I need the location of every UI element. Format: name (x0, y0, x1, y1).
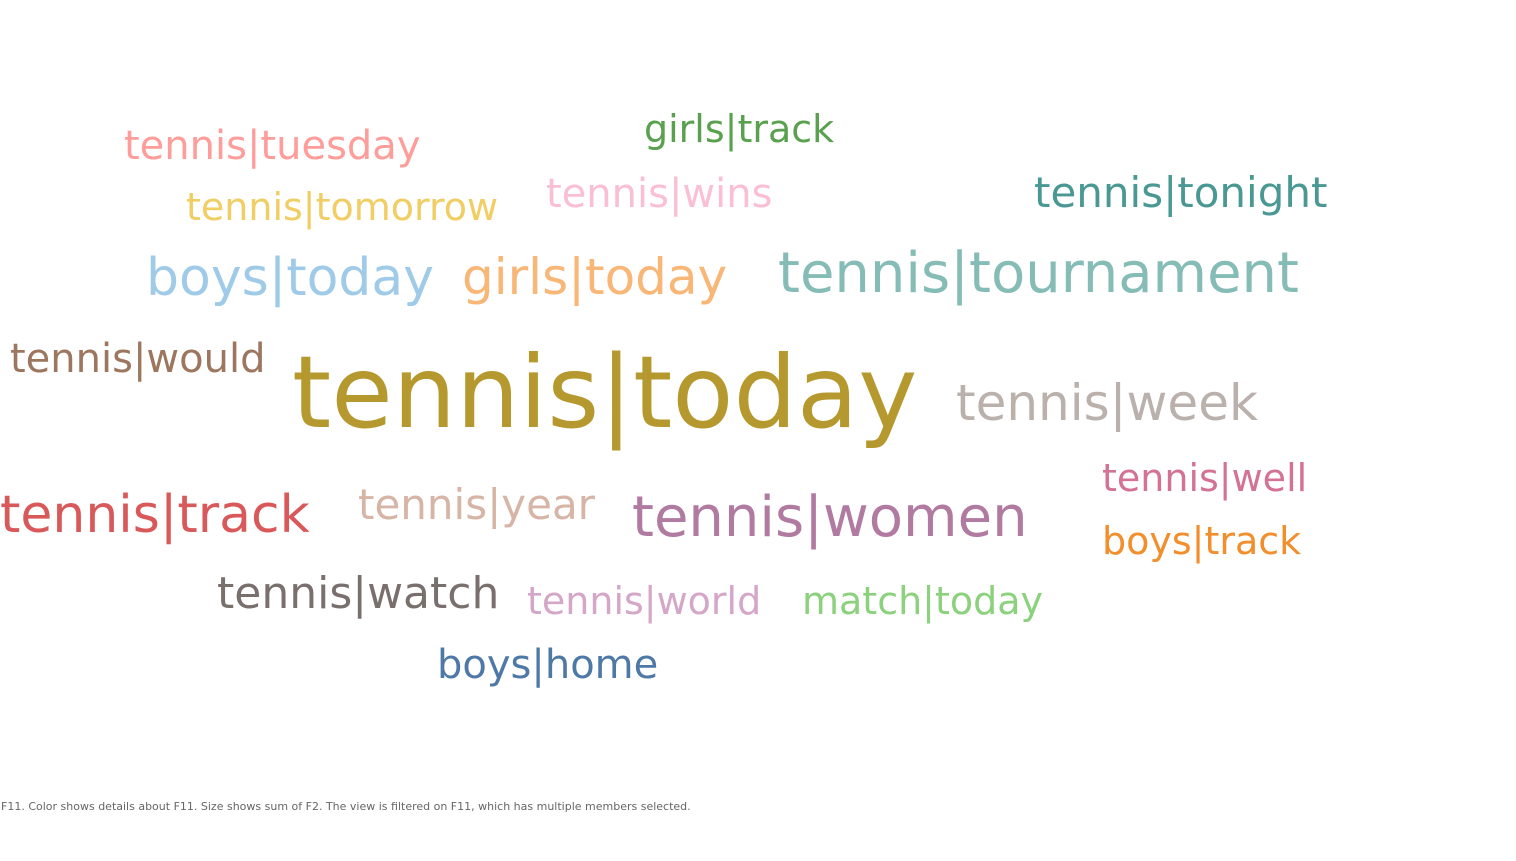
word-tennis-tomorrow[interactable]: tennis|tomorrow (186, 185, 499, 229)
word-match-today[interactable]: match|today (802, 579, 1044, 623)
word-tennis-week[interactable]: tennis|week (956, 374, 1258, 432)
word-tennis-tuesday[interactable]: tennis|tuesday (124, 123, 421, 169)
word-tennis-watch[interactable]: tennis|watch (217, 568, 500, 619)
word-tennis-would[interactable]: tennis|would (10, 336, 266, 382)
word-girls-track[interactable]: girls|track (644, 107, 835, 151)
chart-caption: F11. Color shows details about F11. Size… (1, 800, 691, 813)
word-tennis-today[interactable]: tennis|today (292, 334, 918, 451)
word-boys-today[interactable]: boys|today (146, 248, 435, 308)
word-tennis-tournament[interactable]: tennis|tournament (778, 241, 1300, 306)
word-tennis-wins[interactable]: tennis|wins (546, 171, 773, 217)
word-tennis-world[interactable]: tennis|world (527, 579, 762, 623)
word-boys-home[interactable]: boys|home (437, 642, 659, 688)
word-tennis-women[interactable]: tennis|women (632, 485, 1028, 550)
word-tennis-track[interactable]: tennis|track (0, 485, 310, 545)
word-tennis-year[interactable]: tennis|year (358, 480, 595, 529)
word-tennis-well[interactable]: tennis|well (1102, 456, 1308, 500)
word-tennis-tonight[interactable]: tennis|tonight (1034, 168, 1328, 217)
word-boys-track[interactable]: boys|track (1102, 519, 1302, 563)
word-girls-today[interactable]: girls|today (462, 248, 728, 306)
